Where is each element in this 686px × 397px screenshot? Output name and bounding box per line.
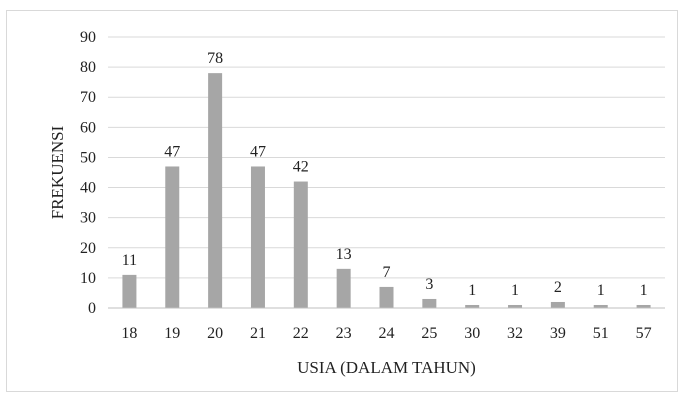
data-label: 42 (293, 159, 309, 176)
data-label: 47 (250, 143, 266, 160)
x-tick-label: 39 (550, 325, 566, 342)
bar-24 (379, 286, 394, 308)
y-tick-label: 10 (80, 270, 96, 287)
x-tick-label: 51 (593, 325, 609, 342)
y-tick-label: 50 (80, 149, 96, 166)
data-label: 2 (554, 279, 562, 296)
y-tick-label: 40 (80, 180, 96, 197)
x-axis-title: USIA (DALAM TAHUN) (297, 358, 476, 377)
x-tick-label: 32 (507, 325, 523, 342)
bars (122, 73, 651, 308)
y-tick-label: 90 (80, 29, 96, 46)
data-label: 13 (336, 246, 352, 263)
data-label: 47 (164, 143, 180, 160)
y-tick-label: 60 (80, 119, 96, 136)
data-label: 7 (383, 264, 391, 281)
bar-23 (336, 268, 351, 308)
data-label: 1 (468, 282, 476, 299)
bar-18 (122, 274, 137, 308)
y-tick-label: 30 (80, 210, 96, 227)
bar-32 (508, 304, 523, 308)
x-tick-label: 57 (636, 325, 652, 342)
data-label: 1 (597, 282, 605, 299)
y-tick-label: 70 (80, 89, 96, 106)
x-tick-labels: 18 19 20 21 22 23 24 25 30 32 39 51 57 (121, 325, 651, 342)
x-tick-label: 18 (121, 325, 137, 342)
data-label: 78 (207, 50, 223, 67)
y-axis-title: FREKUENSI (48, 125, 67, 219)
x-tick-label: 21 (250, 325, 266, 342)
bar-57 (636, 304, 651, 308)
bar-20 (208, 73, 223, 308)
x-tick-label: 24 (379, 325, 395, 342)
bar-39 (550, 301, 565, 308)
bar-25 (422, 298, 437, 308)
bar-19 (165, 166, 180, 308)
x-tick-label: 19 (164, 325, 180, 342)
bar-21 (250, 166, 265, 308)
data-label: 3 (425, 276, 433, 293)
x-tick-label: 20 (207, 325, 223, 342)
y-tick-labels: 0 10 20 30 40 50 60 70 80 90 (80, 29, 96, 317)
data-label: 1 (511, 282, 519, 299)
x-tick-label: 22 (293, 325, 309, 342)
x-tick-label: 23 (336, 325, 352, 342)
bar-30 (465, 304, 480, 308)
x-tick-label: 30 (464, 325, 480, 342)
chart-frame (6, 10, 678, 392)
y-tick-label: 0 (88, 300, 96, 317)
y-tick-label: 80 (80, 59, 96, 76)
bar-22 (293, 181, 308, 308)
x-tick-label: 25 (421, 325, 437, 342)
data-label: 11 (122, 252, 137, 269)
y-tick-label: 20 (80, 240, 96, 257)
bar-51 (593, 304, 608, 308)
data-label: 1 (640, 282, 648, 299)
gridlines (108, 36, 665, 279)
